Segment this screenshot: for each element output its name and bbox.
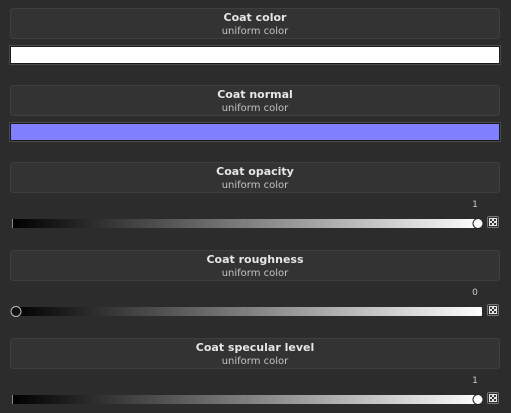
- slider-mid-tick: [247, 395, 248, 404]
- coat-roughness-random-button[interactable]: [487, 304, 499, 316]
- coat-opacity-slider[interactable]: [12, 218, 484, 229]
- channel-mode: uniform color: [221, 180, 289, 191]
- slider-thumb[interactable]: [472, 218, 484, 229]
- slider-thumb[interactable]: [472, 394, 484, 405]
- slider-start-tick: [12, 219, 13, 228]
- channel-header-coat-opacity[interactable]: Coat opacity uniform color: [10, 162, 500, 193]
- coat-opacity-random-button[interactable]: [487, 216, 499, 228]
- slider-mid-tick: [247, 219, 248, 228]
- dice-icon: [488, 217, 498, 227]
- channel-mode: uniform color: [221, 356, 289, 367]
- channel-header-coat-roughness[interactable]: Coat roughness uniform color: [10, 250, 500, 281]
- coat-specular-level-random-button[interactable]: [487, 392, 499, 404]
- coat-opacity-value: 1: [472, 200, 478, 210]
- channel-mode: uniform color: [221, 268, 289, 279]
- slider-mid-tick: [247, 307, 248, 316]
- channel-header-coat-specular-level[interactable]: Coat specular level uniform color: [10, 338, 500, 369]
- dice-icon: [488, 305, 498, 315]
- coat-roughness-value: 0: [472, 288, 478, 298]
- channel-header-coat-normal[interactable]: Coat normal uniform color: [10, 85, 500, 116]
- coat-specular-level-slider[interactable]: [12, 394, 484, 405]
- channel-title: Coat specular level: [195, 341, 315, 354]
- channel-mode: uniform color: [221, 103, 289, 114]
- slider-start-tick: [12, 395, 13, 404]
- channel-header-coat-color[interactable]: Coat color uniform color: [10, 8, 500, 39]
- channel-mode: uniform color: [221, 26, 289, 37]
- slider-thumb[interactable]: [10, 306, 22, 317]
- channel-title: Coat opacity: [216, 165, 294, 178]
- channel-title: Coat color: [223, 11, 287, 24]
- dice-icon: [488, 393, 498, 403]
- coat-specular-level-value: 1: [472, 376, 478, 386]
- coat-color-swatch[interactable]: [9, 45, 501, 65]
- channel-title: Coat normal: [217, 88, 293, 101]
- coat-roughness-slider[interactable]: [10, 306, 482, 317]
- coat-normal-swatch[interactable]: [9, 122, 501, 142]
- channel-title: Coat roughness: [206, 253, 304, 266]
